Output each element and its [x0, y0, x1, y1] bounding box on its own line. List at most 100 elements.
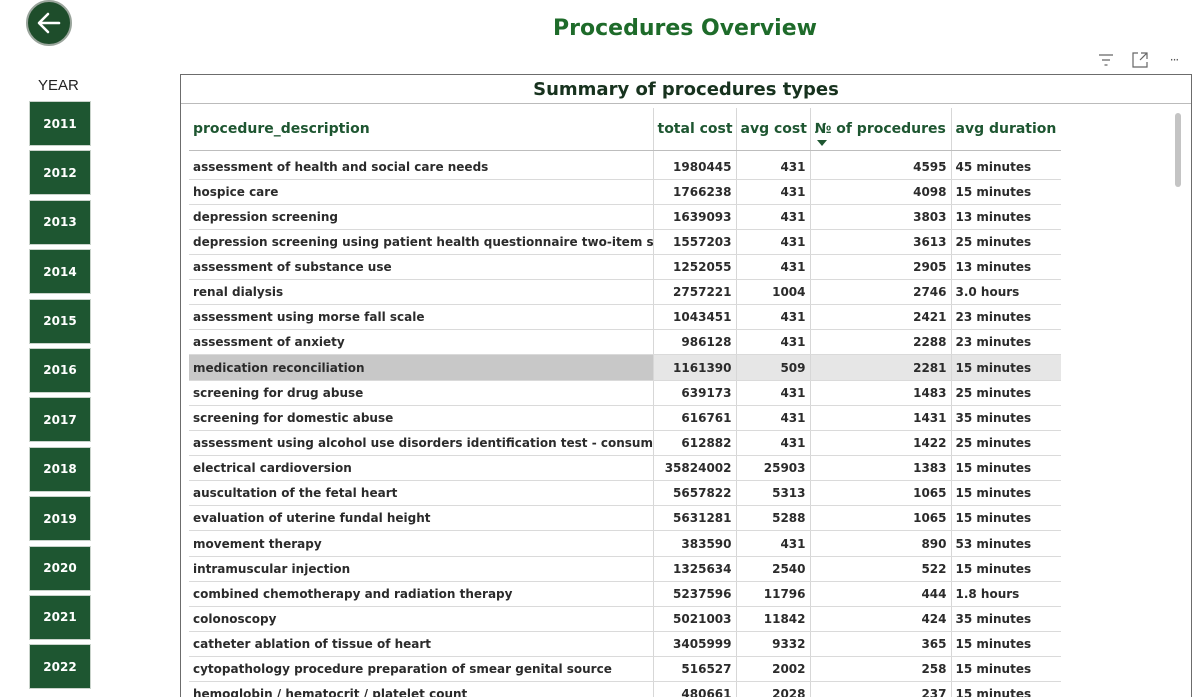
column-header-label: № of procedures [814, 120, 946, 137]
year-button-2021[interactable]: 2021 [29, 594, 91, 640]
year-button-2013[interactable]: 2013 [29, 199, 91, 245]
year-button-2018[interactable]: 2018 [29, 446, 91, 492]
cell-number-of-procedures: 424 [810, 606, 952, 633]
cell-avg-duration: 23 minutes [951, 304, 1061, 331]
more-options-icon[interactable]: ··· [1164, 50, 1184, 70]
table-row[interactable]: assessment using alcohol use disorders i… [189, 430, 1061, 457]
table-row[interactable]: evaluation of uterine fundal height 56312… [189, 505, 1061, 532]
table-row[interactable]: auscultation of the fetal heart 5657822 53… [189, 480, 1061, 507]
table-row[interactable]: screening for domestic abuse 616761 431 143… [189, 405, 1061, 431]
column-header-number-of-procedures[interactable]: № of procedures [810, 108, 952, 151]
cell-avg-cost: 431 [736, 229, 811, 255]
cell-avg-duration: 3.0 hours [951, 279, 1061, 306]
table-row[interactable]: cytopathology procedure preparation of s… [189, 656, 1061, 683]
year-button-2011[interactable]: 2011 [29, 101, 91, 146]
cell-avg-cost: 431 [736, 179, 811, 205]
year-button-2015[interactable]: 2015 [29, 298, 91, 344]
cell-procedure-description: colonoscopy [189, 606, 654, 633]
cell-avg-duration: 15 minutes [951, 656, 1061, 683]
table-row[interactable]: assessment of anxiety 986128 431 2288 23 min… [189, 329, 1061, 356]
table-row[interactable]: movement therapy 383590 431 890 53 minutes [189, 530, 1061, 557]
table-header-row: procedure_description total cost avg cost №… [189, 108, 1061, 151]
cell-avg-duration: 13 minutes [951, 204, 1061, 230]
year-button-2017[interactable]: 2017 [29, 397, 91, 443]
cell-avg-cost: 5313 [736, 480, 811, 507]
cell-number-of-procedures: 1383 [810, 455, 952, 482]
vertical-scrollbar[interactable] [1175, 113, 1181, 187]
cell-procedure-description: depression screening [189, 204, 654, 230]
cell-procedure-description: intramuscular injection [189, 556, 654, 582]
year-button-2016[interactable]: 2016 [29, 347, 91, 393]
column-header-label: avg duration [955, 120, 1057, 137]
cell-total-cost: 1043451 [653, 304, 737, 331]
table-title: Summary of procedures types [181, 75, 1191, 104]
table-row[interactable]: depression screening 1639093 431 3803 13 min… [189, 204, 1061, 230]
cell-procedure-description: medication reconciliation [189, 354, 654, 381]
cell-avg-cost: 431 [736, 150, 811, 180]
table-row[interactable]: catheter ablation of tissue of heart 3405… [189, 631, 1061, 658]
table-row[interactable]: combined chemotherapy and radiation ther… [189, 581, 1061, 607]
table-row[interactable]: hospice care 1766238 431 4098 15 minutes [189, 179, 1061, 205]
cell-number-of-procedures: 2288 [810, 329, 952, 356]
cell-total-cost: 3405999 [653, 631, 737, 658]
table-row[interactable]: intramuscular injection 1325634 2540 522 15 … [189, 556, 1061, 582]
cell-avg-cost: 431 [736, 405, 811, 431]
table-row[interactable]: electrical cardioversion 35824002 25903 138… [189, 455, 1061, 482]
table-row[interactable]: depression screening using patient healt… [189, 229, 1061, 255]
cell-procedure-description: catheter ablation of tissue of heart [189, 631, 654, 658]
cell-avg-cost: 5288 [736, 505, 811, 532]
year-button-2012[interactable]: 2012 [29, 150, 91, 196]
page-title: Procedures Overview [553, 16, 817, 41]
cell-avg-cost: 11842 [736, 606, 811, 633]
procedures-table-visual: Summary of procedures types procedure_de… [180, 74, 1192, 697]
cell-number-of-procedures: 3613 [810, 229, 952, 255]
cell-total-cost: 1161390 [653, 354, 737, 381]
cell-avg-duration: 15 minutes [951, 556, 1061, 582]
cell-total-cost: 5021003 [653, 606, 737, 633]
focus-mode-icon[interactable] [1130, 50, 1150, 70]
table-row[interactable]: hemoglobin / hematocrit / platelet count… [189, 681, 1061, 697]
cell-avg-cost: 25903 [736, 455, 811, 482]
cell-procedure-description: auscultation of the fetal heart [189, 480, 654, 507]
table-grid: procedure_description total cost avg cost №… [189, 108, 1061, 697]
filter-icon[interactable] [1096, 50, 1116, 70]
year-button-2014[interactable]: 2014 [29, 249, 91, 295]
table-row[interactable]: assessment of substance use 1252055 431 290… [189, 254, 1061, 281]
sort-descending-icon[interactable] [816, 139, 827, 146]
cell-avg-duration: 15 minutes [951, 505, 1061, 532]
cell-avg-cost: 431 [736, 304, 811, 331]
cell-avg-cost: 2002 [736, 656, 811, 683]
table-row[interactable]: renal dialysis 2757221 1004 2746 3.0 hours [189, 279, 1061, 306]
table-row[interactable]: assessment using morse fall scale 1043451… [189, 304, 1061, 331]
column-header-avg-duration[interactable]: avg duration [951, 108, 1061, 151]
table-row[interactable]: medication reconciliation 1161390 509 2281 1… [189, 354, 1061, 381]
year-button-2019[interactable]: 2019 [29, 496, 91, 542]
cell-avg-cost: 509 [736, 354, 811, 381]
year-button-2022[interactable]: 2022 [29, 644, 91, 690]
year-button-2020[interactable]: 2020 [29, 545, 91, 591]
cell-number-of-procedures: 365 [810, 631, 952, 658]
cell-procedure-description: hemoglobin / hematocrit / platelet count [189, 681, 654, 697]
cell-avg-duration: 23 minutes [951, 329, 1061, 356]
cell-procedure-description: hospice care [189, 179, 654, 205]
cell-number-of-procedures: 1065 [810, 480, 952, 507]
cell-total-cost: 1766238 [653, 179, 737, 205]
visual-toolbar: ··· [1096, 50, 1184, 70]
back-button[interactable] [26, 0, 72, 46]
table-row[interactable]: assessment of health and social care nee… [189, 150, 1061, 180]
cell-procedure-description: screening for domestic abuse [189, 405, 654, 431]
cell-number-of-procedures: 1422 [810, 430, 952, 457]
column-header-label: total cost [657, 120, 733, 137]
column-header-avg-cost[interactable]: avg cost [736, 108, 811, 151]
cell-total-cost: 986128 [653, 329, 737, 356]
cell-avg-duration: 25 minutes [951, 229, 1061, 255]
cell-procedure-description: assessment of substance use [189, 254, 654, 281]
cell-avg-duration: 15 minutes [951, 681, 1061, 697]
column-header-total-cost[interactable]: total cost [653, 108, 737, 151]
column-header-procedure-description[interactable]: procedure_description [189, 108, 654, 151]
cell-procedure-description: assessment of health and social care nee… [189, 150, 654, 180]
column-header-label: avg cost [740, 120, 807, 137]
table-row[interactable]: colonoscopy 5021003 11842 424 35 minutes [189, 606, 1061, 633]
cell-avg-cost: 9332 [736, 631, 811, 658]
table-row[interactable]: screening for drug abuse 639173 431 1483 25 … [189, 380, 1061, 406]
